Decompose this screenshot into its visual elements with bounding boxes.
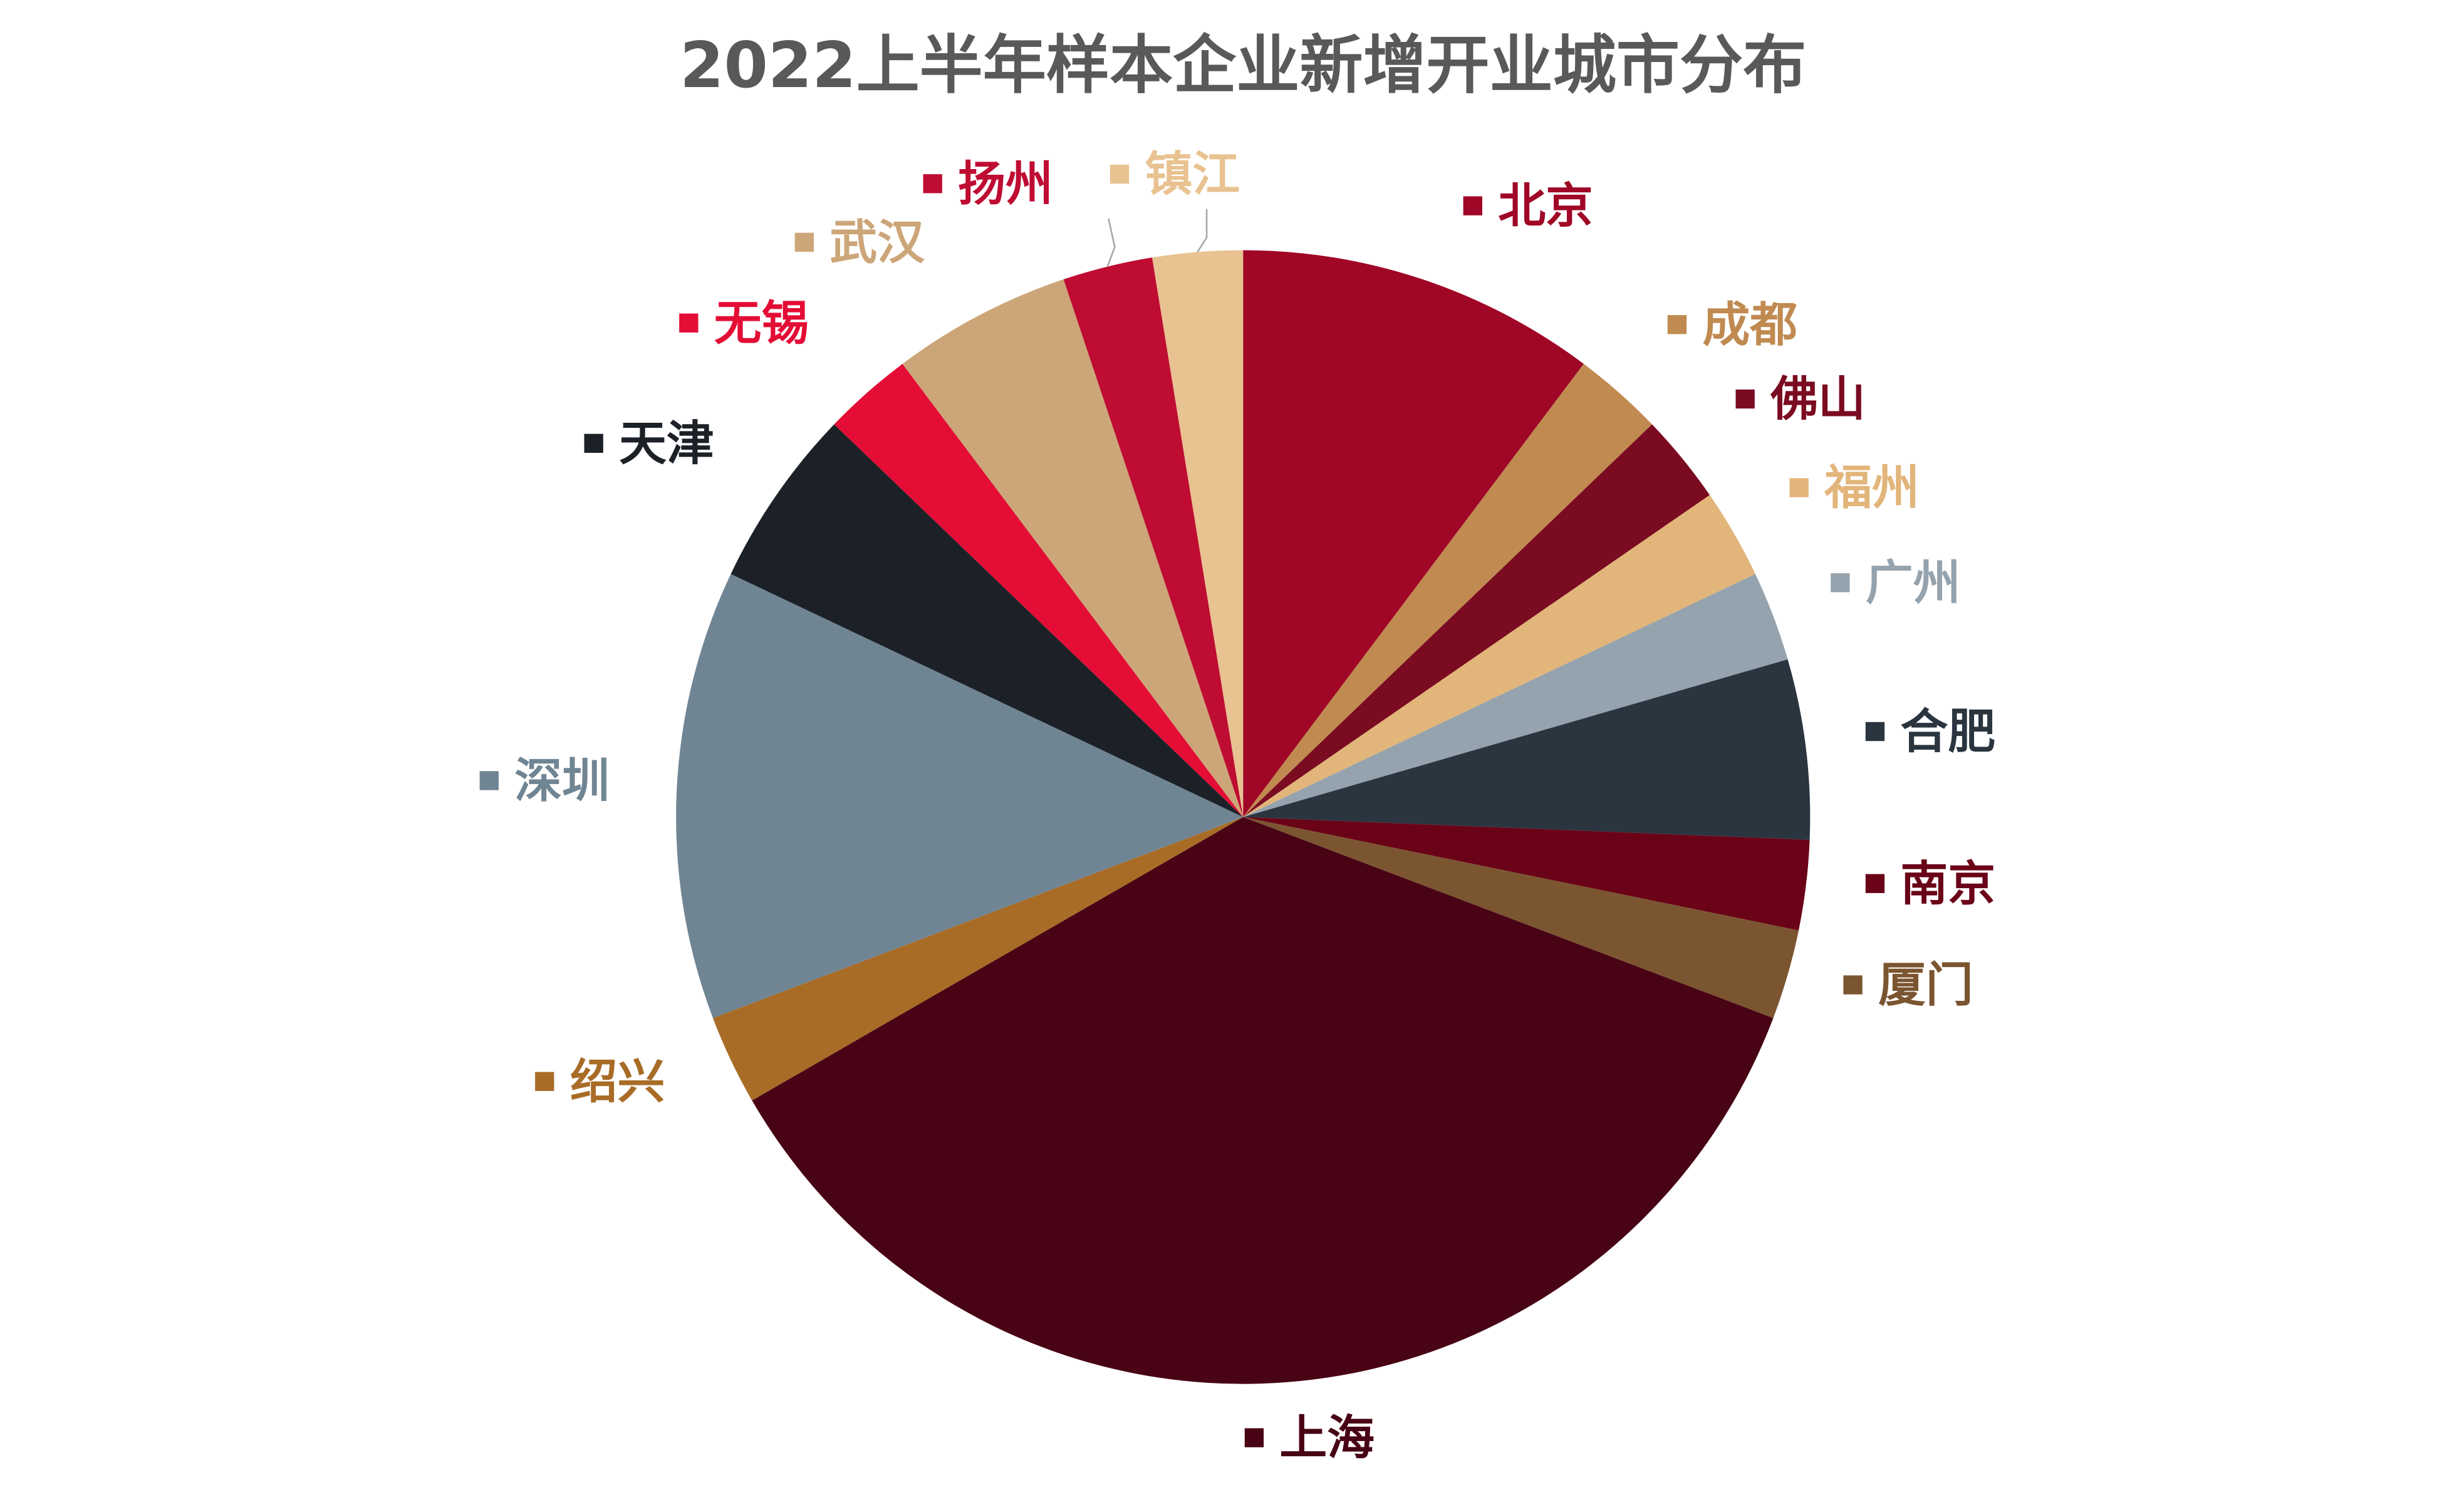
slice-label: 厦门	[1878, 958, 1973, 1013]
pie-slice	[712, 817, 1244, 1101]
slice-label: 福州	[1824, 460, 1920, 515]
slice-label: 天津	[619, 416, 714, 471]
legend-marker	[1831, 573, 1850, 592]
slice-label: 武汉	[829, 215, 925, 270]
legend-marker	[1865, 722, 1885, 742]
slice-label: 成都	[1702, 297, 1797, 352]
pie-slice	[730, 424, 1244, 817]
pie-slice	[1243, 250, 1584, 817]
pie-slice	[752, 817, 1774, 1384]
legend-marker	[1667, 315, 1687, 334]
slice-label: 扬州	[958, 156, 1053, 211]
slice-label: 绍兴	[570, 1054, 665, 1109]
pie-slice	[1243, 574, 1788, 817]
slice-label: 上海	[1279, 1410, 1375, 1466]
legend-marker	[1244, 1428, 1264, 1447]
pie-slice	[1243, 659, 1811, 840]
legend-marker	[535, 1072, 554, 1091]
leader-line	[1106, 218, 1116, 267]
legend-marker	[1110, 164, 1130, 184]
pie-slice	[1243, 424, 1710, 817]
legend-marker	[794, 232, 814, 252]
slice-label: 镇江	[1145, 147, 1240, 202]
slice-label: 佛山	[1770, 371, 1866, 427]
legend-marker	[1463, 196, 1482, 215]
legend-marker	[1789, 478, 1809, 497]
legend-marker	[923, 174, 942, 194]
pie-slice	[1243, 817, 1799, 1018]
legend-marker	[479, 771, 499, 790]
legend-marker	[1843, 975, 1863, 995]
pie-slice	[1063, 257, 1244, 817]
slice-label: 无锡	[714, 296, 809, 351]
pie-slice	[1243, 817, 1810, 931]
legend-marker	[1865, 874, 1885, 893]
legend-marker	[584, 433, 603, 453]
slice-label: 合肥	[1900, 704, 1995, 759]
pie-slice	[1152, 250, 1244, 817]
slice-label: 北京	[1498, 178, 1593, 234]
pie-slice	[902, 279, 1244, 817]
slice-label: 南京	[1900, 856, 1995, 911]
legend-marker	[1735, 389, 1755, 409]
pie-slice	[676, 574, 1244, 1018]
legend-marker	[679, 313, 699, 333]
chart-title: 2022上半年样本企业新增开业城市分布	[680, 28, 1806, 102]
leader-line	[1197, 209, 1208, 253]
pie-slice	[1243, 495, 1755, 817]
pie-slice	[1243, 363, 1652, 817]
pie-slice	[834, 363, 1244, 817]
slice-label: 深圳	[514, 753, 610, 808]
slice-label: 广州	[1866, 555, 1961, 610]
